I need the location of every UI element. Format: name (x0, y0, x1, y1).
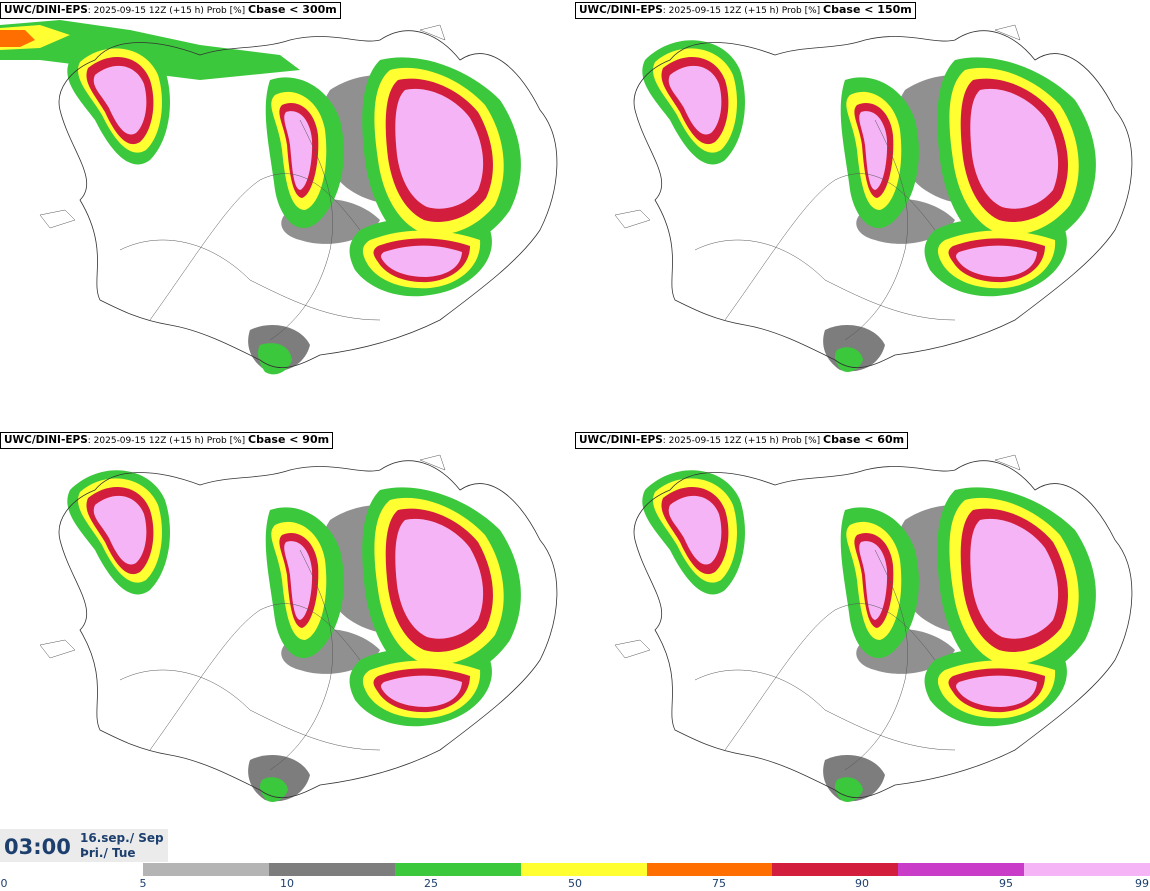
run-info: : 2025-09-15 12Z (+15 h) Prob [%] (662, 6, 824, 16)
colorbar-segment (898, 863, 1025, 876)
run-info: : 2025-09-15 12Z (+15 h) Prob [%] (87, 436, 249, 446)
colorbar-segment (143, 863, 269, 876)
colorbar-tick-label: 95 (999, 877, 1013, 890)
colorbar-tick-label: 99 (1135, 877, 1149, 890)
colorbar-segment (772, 863, 899, 876)
threshold-label: Cbase < 60m (823, 433, 905, 446)
valid-date: 16.sep./ Sep (80, 831, 164, 845)
valid-time: 03:00 (4, 835, 71, 859)
panel-title: UWC/DINI-EPS: 2025-09-15 12Z (+15 h) Pro… (0, 432, 334, 449)
colorbar-segment (520, 863, 647, 876)
panel-title: UWC/DINI-EPS: 2025-09-15 12Z (+15 h) Pro… (575, 432, 909, 449)
map-60m (614, 454, 1133, 802)
valid-weekday: Þri./ Tue (80, 846, 136, 860)
colorbar-tick-label: 5 (139, 877, 147, 890)
model-name: UWC/DINI-EPS (4, 434, 88, 446)
threshold-label: Cbase < 150m (823, 3, 912, 16)
valid-time-box: 03:00 16.sep./ Sep Þri./ Tue (0, 829, 168, 862)
colorbar (143, 863, 1150, 876)
model-name: UWC/DINI-EPS (579, 4, 663, 16)
colorbar-segment (646, 863, 773, 876)
colorbar-tick-label: 90 (855, 877, 869, 890)
model-name: UWC/DINI-EPS (4, 4, 88, 16)
map-panel-90m: UWC/DINI-EPS: 2025-09-15 12Z (+15 h) Pro… (0, 430, 575, 860)
map-300m (0, 20, 558, 375)
colorbar-tick-label: 50 (568, 877, 582, 890)
threshold-label: Cbase < 90m (248, 433, 330, 446)
colorbar-segment (1024, 863, 1150, 876)
colorbar-tick-label: 0 (0, 877, 8, 890)
run-info: : 2025-09-15 12Z (+15 h) Prob [%] (87, 6, 249, 16)
run-info: : 2025-09-15 12Z (+15 h) Prob [%] (662, 436, 824, 446)
model-name: UWC/DINI-EPS (579, 434, 663, 446)
colorbar-segment (394, 863, 521, 876)
map-panel-300m: UWC/DINI-EPS: 2025-09-15 12Z (+15 h) Pro… (0, 0, 575, 430)
map-90m (39, 454, 558, 802)
colorbar-tick-label: 10 (280, 877, 294, 890)
colorbar-tick-label: 75 (712, 877, 726, 890)
panel-title: UWC/DINI-EPS: 2025-09-15 12Z (+15 h) Pro… (0, 2, 341, 19)
colorbar-segment (268, 863, 395, 876)
threshold-label: Cbase < 300m (248, 3, 337, 16)
map-150m (614, 24, 1133, 372)
colorbar-tick-label: 25 (424, 877, 438, 890)
panel-title: UWC/DINI-EPS: 2025-09-15 12Z (+15 h) Pro… (575, 2, 916, 19)
map-panel-60m: UWC/DINI-EPS: 2025-09-15 12Z (+15 h) Pro… (575, 430, 1150, 860)
map-panel-150m: UWC/DINI-EPS: 2025-09-15 12Z (+15 h) Pro… (575, 0, 1150, 430)
